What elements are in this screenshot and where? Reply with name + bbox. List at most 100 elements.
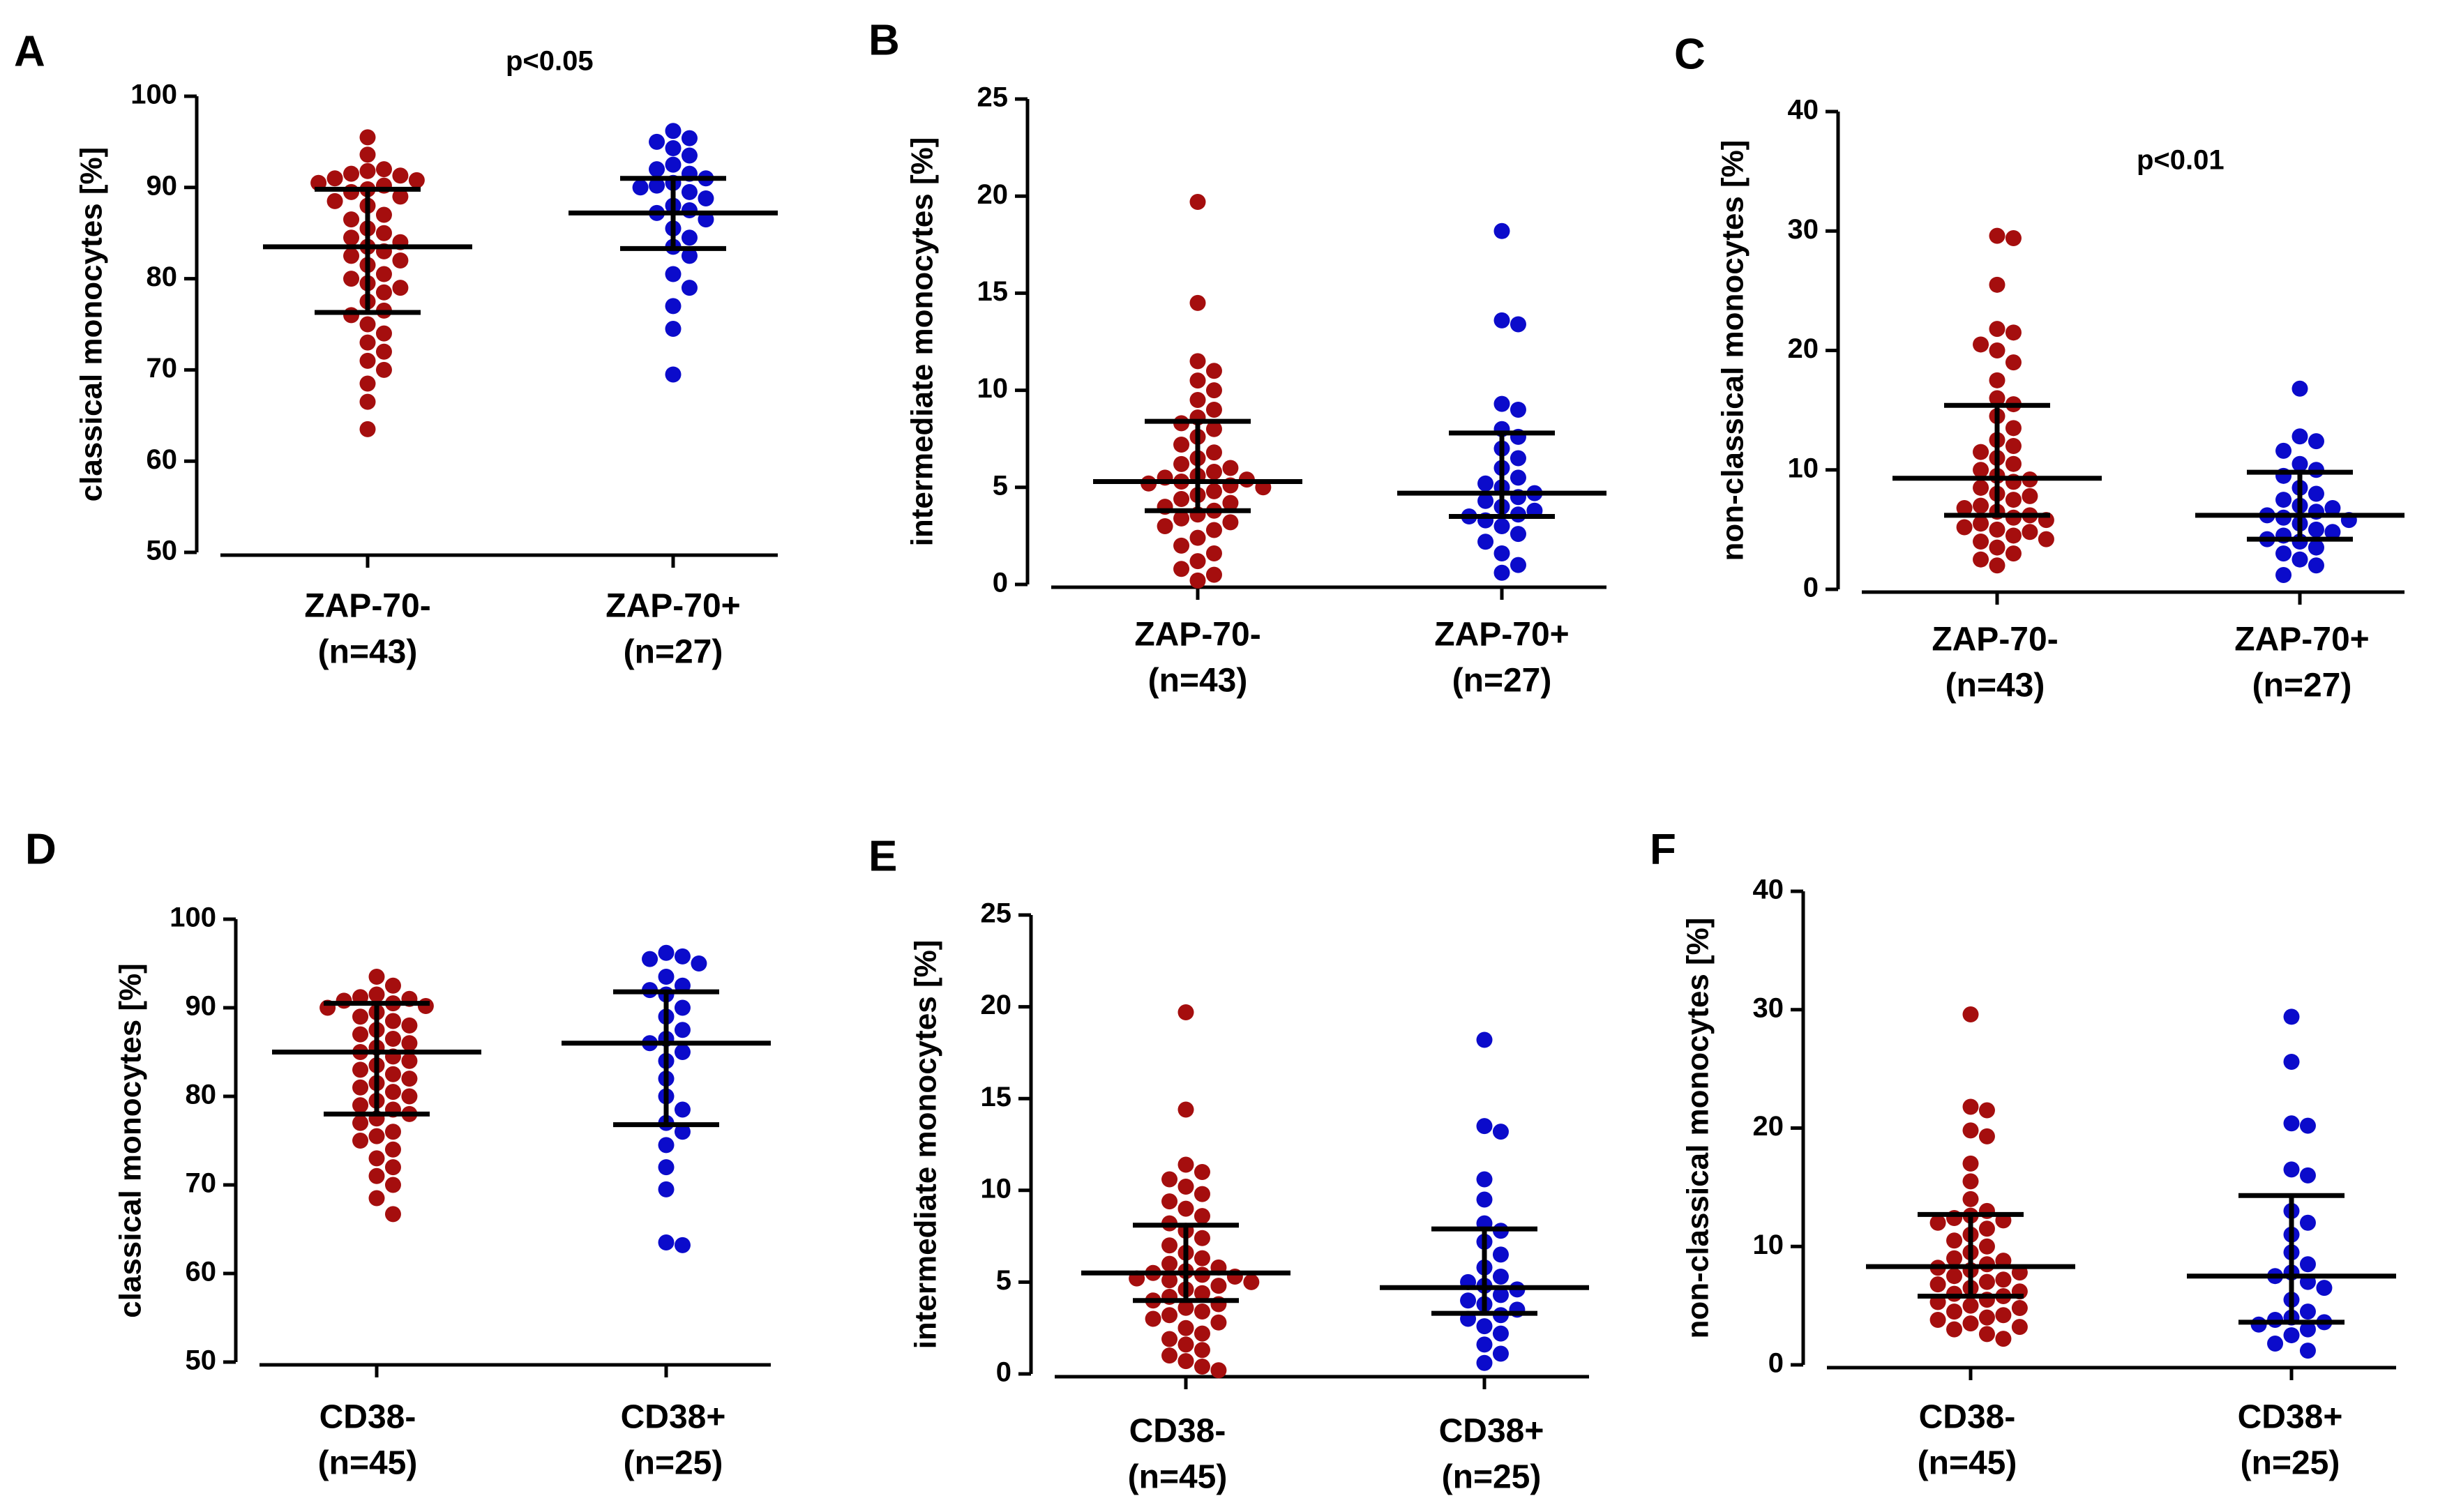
y-tick-label: 0 — [1768, 1348, 1784, 1379]
data-point — [1173, 491, 1190, 508]
y-tick-label: 0 — [996, 1357, 1011, 1388]
panel-c: C 0 10 20 30 40 non-classical monocytes [%] p<0… — [1674, 30, 2404, 704]
data-point — [1476, 1031, 1493, 1048]
data-point — [2005, 230, 2022, 247]
category-n-label: (n=45) — [318, 1445, 418, 1482]
data-point — [681, 229, 698, 246]
data-point — [658, 1159, 675, 1176]
y-tick-label: 40 — [1753, 875, 1784, 905]
y-tick-label: 10 — [1753, 1230, 1784, 1260]
data-point — [2005, 420, 2022, 437]
category-label: CD38- — [1129, 1413, 1226, 1450]
data-point — [681, 183, 698, 200]
data-point — [1173, 510, 1190, 527]
data-point — [343, 271, 360, 287]
category-label: ZAP-70- — [1932, 621, 2058, 658]
data-point — [1929, 1276, 1946, 1293]
data-point — [2283, 1161, 2300, 1178]
data-point — [1476, 1336, 1493, 1353]
data-point — [1946, 1321, 1963, 1338]
data-point — [1477, 475, 1494, 492]
category-label: ZAP-70- — [304, 588, 430, 625]
data-point — [1989, 521, 2005, 538]
data-point — [368, 969, 385, 985]
data-point — [2005, 527, 2022, 544]
data-point — [1476, 1318, 1493, 1335]
data-point — [1962, 1297, 1979, 1314]
y-tick-label: 20 — [981, 990, 1012, 1020]
y-tick-label: 10 — [1788, 453, 1819, 483]
data-point — [401, 1017, 418, 1034]
panel-letter: B — [868, 16, 900, 64]
p-value-annotation: p<0.05 — [506, 46, 594, 77]
data-point — [2299, 1303, 2316, 1320]
data-point — [1962, 1155, 1979, 1172]
data-point — [417, 997, 434, 1014]
data-point — [2299, 1256, 2316, 1273]
y-tick-label: 100 — [170, 902, 216, 933]
data-point — [658, 1181, 675, 1197]
data-point — [1145, 1310, 1161, 1327]
data-point — [336, 992, 352, 1009]
data-point — [1978, 1326, 1995, 1343]
data-point — [1510, 469, 1526, 486]
data-point — [384, 977, 401, 994]
data-point — [401, 1035, 418, 1052]
data-point — [1989, 372, 2005, 388]
data-point — [375, 361, 392, 378]
data-point — [326, 192, 343, 209]
y-axis-title: intermediate monocytes [%] — [909, 940, 943, 1350]
data-point — [1177, 1353, 1194, 1370]
data-point — [1989, 227, 2005, 244]
data-point — [674, 999, 691, 1016]
data-point — [1161, 1193, 1178, 1210]
data-point — [1205, 401, 1222, 418]
category-label: ZAP-70+ — [605, 588, 740, 625]
data-point — [1205, 444, 1222, 461]
data-point — [384, 1206, 401, 1223]
data-point — [392, 252, 409, 269]
data-point — [1493, 395, 1510, 412]
data-point — [1978, 1128, 1995, 1144]
data-point — [2005, 438, 2022, 454]
y-tick-label: 10 — [981, 1173, 1012, 1204]
data-point — [1510, 557, 1526, 573]
panel-letter: A — [14, 27, 45, 75]
data-point — [1194, 1325, 1210, 1342]
data-point — [1978, 1273, 1995, 1290]
category-n-label: (n=25) — [624, 1445, 723, 1482]
data-point — [1476, 1191, 1493, 1208]
data-point — [368, 1167, 385, 1184]
data-point — [1978, 1238, 1995, 1255]
category-label: ZAP-70+ — [1434, 617, 1569, 653]
data-point — [681, 202, 698, 218]
data-point — [1476, 1354, 1493, 1371]
data-point — [375, 325, 392, 342]
data-point — [1194, 1186, 1210, 1202]
data-point — [2299, 1214, 2316, 1231]
data-point — [359, 334, 376, 351]
data-point — [1973, 336, 1989, 353]
data-point — [2324, 500, 2341, 517]
data-point — [384, 1066, 401, 1082]
data-point — [2291, 551, 2308, 568]
data-point — [1194, 1358, 1210, 1375]
data-point — [1189, 553, 1206, 570]
y-tick-label: 50 — [146, 536, 178, 566]
panel-letter: D — [25, 825, 57, 873]
data-point — [1194, 1285, 1210, 1301]
data-point — [1492, 1345, 1509, 1362]
data-point — [359, 162, 376, 179]
data-point — [2022, 487, 2038, 504]
data-point — [674, 1237, 691, 1253]
data-point — [1492, 1325, 1509, 1342]
y-tick-label: 5 — [996, 1265, 1011, 1296]
category-label: ZAP-70+ — [2234, 621, 2369, 658]
data-point — [2299, 1321, 2316, 1338]
data-point — [1205, 483, 1222, 499]
y-tick-label: 15 — [981, 1082, 1012, 1112]
data-point — [1989, 321, 2005, 338]
data-point — [1173, 437, 1190, 453]
category-n-label: (n=27) — [2252, 667, 2352, 704]
data-point — [1962, 1173, 1979, 1190]
